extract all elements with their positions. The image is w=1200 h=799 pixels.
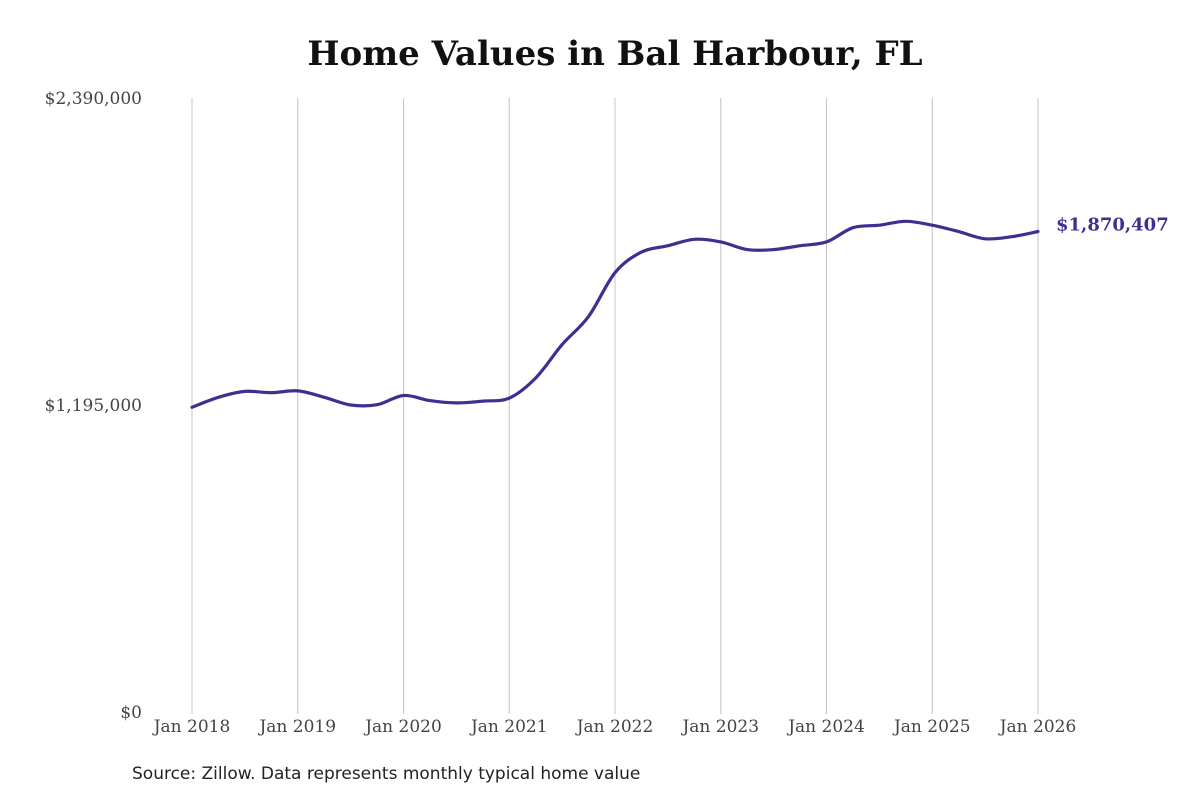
x-tick-label: Jan 2023 <box>680 717 759 737</box>
x-tick-label: Jan 2024 <box>786 717 865 737</box>
y-tick-label: $0 <box>120 703 142 723</box>
y-tick-label: $2,390,000 <box>45 89 142 109</box>
x-axis-labels: Jan 2018 Jan 2019 Jan 2020 Jan 2021 Jan 2022… <box>152 717 1077 737</box>
x-tick-label: Jan 2022 <box>575 717 654 737</box>
x-tick-label: Jan 2020 <box>363 717 442 737</box>
x-tick-label: Jan 2021 <box>469 717 548 737</box>
x-tick-label: Jan 2019 <box>257 717 336 737</box>
grid-lines <box>191 98 1039 714</box>
latest-value-label: $1,870,407 <box>1056 214 1169 235</box>
y-tick-label: $1,195,000 <box>45 396 142 416</box>
x-tick-label: Jan 2026 <box>998 717 1077 737</box>
chart-title: Home Values in Bal Harbour, FL <box>307 34 923 74</box>
home-value-line <box>190 219 1040 409</box>
x-tick-label: Jan 2018 <box>152 717 231 737</box>
y-axis-labels: $0 $1,195,000 $2,390,000 <box>45 89 142 723</box>
source-note: Source: Zillow. Data represents monthly … <box>132 764 641 784</box>
x-tick-label: Jan 2025 <box>892 717 971 737</box>
